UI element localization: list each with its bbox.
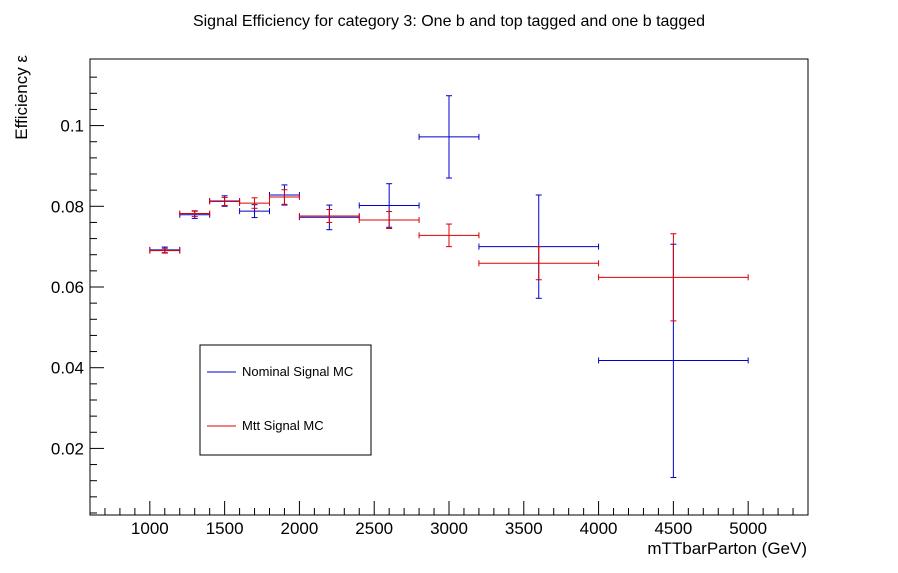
data-point [298,209,360,223]
data-point [478,246,600,281]
data-point [269,189,300,205]
data-point [418,223,480,248]
y-tick-label: 0.1 [60,117,84,136]
x-tick-label: 4000 [580,519,618,538]
x-tick-label: 3000 [430,519,468,538]
y-tick-label: 0.02 [51,439,84,458]
x-tick-label: 2000 [281,519,319,538]
series-mtt [149,189,749,322]
legend-label-nominal: Nominal Signal MC [242,364,353,379]
y-tick-label: 0.04 [51,359,84,378]
data-point [149,247,181,254]
data-point [239,197,270,209]
x-tick-label: 1500 [206,519,244,538]
data-point [358,211,420,229]
y-tick-label: 0.06 [51,278,84,297]
y-axis: 0.02 0.04 0.06 0.08 0.1 [51,76,104,514]
x-tick-label: 5000 [729,519,767,538]
x-tick-label: 4500 [654,519,692,538]
x-tick-label: 1000 [131,519,169,538]
data-point [179,210,211,217]
legend-box [199,344,372,456]
legend: Nominal Signal MC Mtt Signal MC [199,344,372,456]
y-axis-label: Efficiency ε [12,55,31,140]
series-nominal [149,95,749,478]
data-point [598,233,749,322]
data-point [418,95,480,179]
legend-label-mtt: Mtt Signal MC [242,418,324,433]
chart-title: Signal Efficiency for category 3: One b … [193,13,705,30]
data-series [149,95,749,478]
x-tick-label: 3500 [505,519,543,538]
x-tick-label: 2500 [355,519,393,538]
y-tick-label: 0.08 [51,197,84,216]
x-axis: 1000 1500 2000 2500 3000 3500 4000 4500 5000 [104,501,794,538]
x-axis-label: mTTbarParton (GeV) [647,539,807,558]
